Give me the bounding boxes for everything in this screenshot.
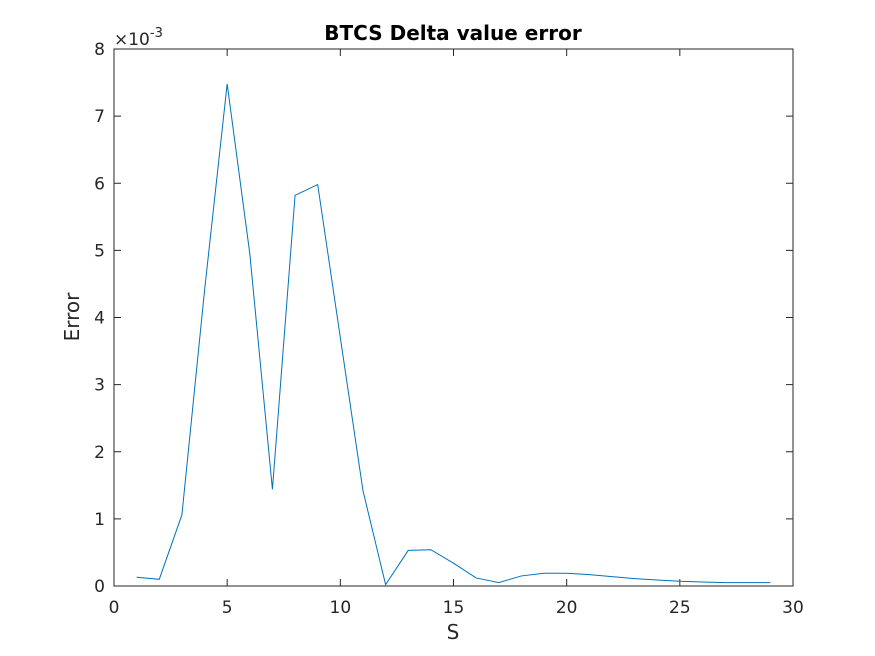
- y-tick-label-3: 3: [94, 376, 105, 396]
- x-tick-label-6: 30: [782, 598, 804, 618]
- chart-title: BTCS Delta value error: [324, 21, 582, 45]
- plot-area: [114, 49, 793, 586]
- y-tick-label-6: 6: [94, 174, 105, 194]
- y-axis-exponent-multiplier: ×10: [114, 30, 150, 50]
- tick-labels: 0 5 10 15 20 25 30 0 1 2 3 4 5 6 7 8: [94, 40, 804, 618]
- y-tick-label-7: 7: [94, 107, 105, 127]
- x-tick-label-5: 25: [669, 598, 691, 618]
- x-axis-label: S: [447, 620, 460, 644]
- y-tick-label-5: 5: [94, 241, 105, 261]
- y-tick-label-4: 4: [94, 309, 105, 329]
- plot-frame: [113, 48, 794, 587]
- y-tick-label-2: 2: [94, 443, 105, 463]
- x-tick-label-2: 10: [330, 598, 352, 618]
- x-tick-label-4: 20: [556, 598, 578, 618]
- y-axis-exponent: ×10-3: [114, 26, 163, 50]
- y-tick-label-8: 8: [94, 40, 105, 60]
- y-axis-label: Error: [60, 292, 84, 342]
- x-tick-label-3: 15: [443, 598, 465, 618]
- x-tick-label-0: 0: [109, 598, 120, 618]
- x-tick-label-1: 5: [222, 598, 233, 618]
- y-tick-label-0: 0: [94, 577, 105, 597]
- y-axis-exponent-power: -3: [150, 26, 163, 41]
- series-line: [136, 83, 771, 586]
- y-tick-label-1: 1: [94, 510, 105, 530]
